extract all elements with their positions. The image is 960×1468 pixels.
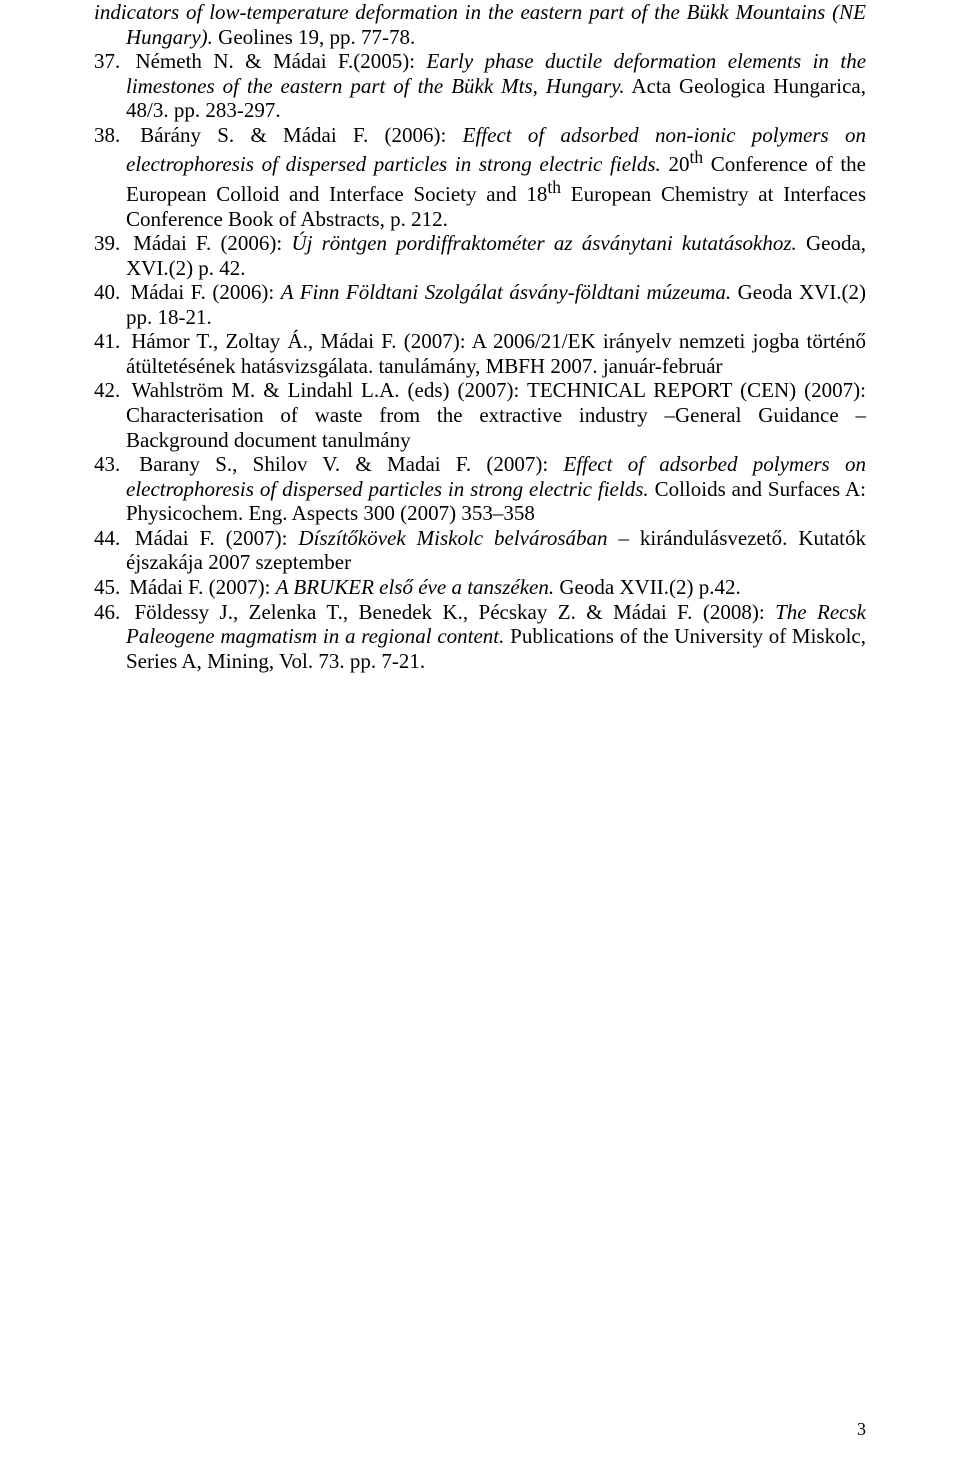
reference-item: Mádai F. (2006): A Finn Földtani Szolgál… (94, 280, 866, 329)
reference-item: Hámor T., Zoltay Á., Mádai F. (2007): A … (94, 329, 866, 378)
reference-item: Mádai F. (2007): A BRUKER első éve a tan… (94, 575, 866, 600)
ref-text: Wahlström M. & Lindahl L.A. (eds) (2007)… (126, 378, 866, 451)
ref-text: Földessy J., Zelenka T., Benedek K., Péc… (134, 600, 775, 624)
ref-sup: th (689, 147, 703, 167)
ref-text: Barany S., Shilov V. & Madai F. (2007): (139, 452, 563, 476)
reference-item: Földessy J., Zelenka T., Benedek K., Péc… (94, 600, 866, 674)
ref-text: Hámor T., Zoltay Á., Mádai F. (2007): A … (126, 329, 866, 378)
reference-item: Barany S., Shilov V. & Madai F. (2007): … (94, 452, 866, 526)
ref-text: Mádai F. (2006): (131, 280, 281, 304)
ref-title: A Finn Földtani Szolgálat ásvány-földtan… (281, 280, 731, 304)
ref-cont-plain: Geolines 19, pp. 77-78. (213, 25, 415, 49)
ref-text: Mádai F. (2007): (135, 526, 298, 550)
reference-item: Mádai F. (2007): Díszítőkövek Miskolc be… (94, 526, 866, 575)
ref-text: Németh N. & Mádai F.(2005): (135, 49, 426, 73)
ref-title: Díszítőkövek Miskolc belvárosában (298, 526, 607, 550)
ref-text: Bárány S. & Mádai F. (2006): (140, 123, 462, 147)
ref-text: Mádai F. (2007): (129, 575, 275, 599)
reference-continuation: indicators of low-temperature deformatio… (94, 0, 866, 49)
reference-item: Németh N. & Mádai F.(2005): Early phase … (94, 49, 866, 123)
ref-title: Új röntgen pordiffraktométer az ásványta… (291, 231, 796, 255)
reference-list: Németh N. & Mádai F.(2005): Early phase … (94, 49, 866, 673)
ref-text: 20 (661, 152, 690, 176)
ref-title: A BRUKER első éve a tanszéken. (276, 575, 554, 599)
ref-sup: th (547, 177, 561, 197)
ref-text: Mádai F. (2006): (133, 231, 291, 255)
reference-item: Mádai F. (2006): Új röntgen pordiffrakto… (94, 231, 866, 280)
ref-cont-italic: indicators of low-temperature deformatio… (94, 0, 866, 49)
ref-text: Geoda XVII.(2) p.42. (554, 575, 741, 599)
reference-item: Bárány S. & Mádai F. (2006): Effect of a… (94, 123, 866, 231)
reference-item: Wahlström M. & Lindahl L.A. (eds) (2007)… (94, 378, 866, 452)
page-content: indicators of low-temperature deformatio… (0, 0, 960, 673)
page-number: 3 (857, 1419, 866, 1440)
